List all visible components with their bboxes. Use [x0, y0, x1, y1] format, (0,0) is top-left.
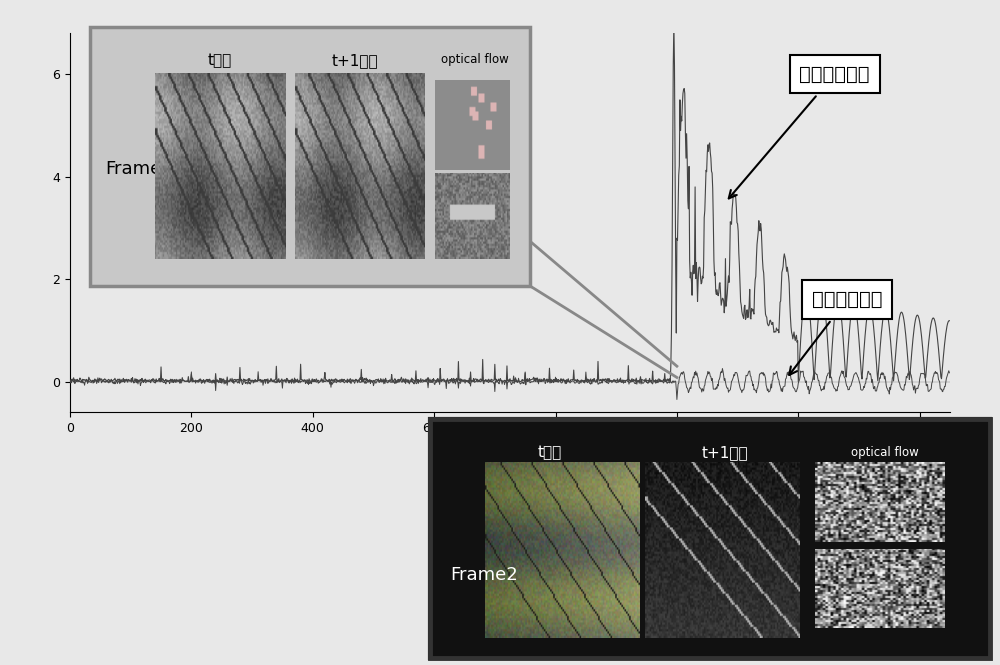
- Text: t时刻: t时刻: [538, 446, 562, 461]
- Text: optical flow: optical flow: [851, 446, 919, 459]
- Text: 光流幅値均値: 光流幅値均値: [729, 65, 870, 198]
- Text: 平均光流梯度: 平均光流梯度: [789, 290, 882, 375]
- Text: Frame1: Frame1: [105, 160, 173, 178]
- Text: t+1时刻: t+1时刻: [332, 53, 378, 68]
- Text: Frame2: Frame2: [450, 565, 518, 584]
- Text: t+1时刻: t+1时刻: [702, 446, 748, 461]
- X-axis label: 时间轴: 时间轴: [496, 438, 524, 453]
- Text: optical flow: optical flow: [441, 53, 509, 66]
- Text: t时刻: t时刻: [208, 53, 232, 68]
